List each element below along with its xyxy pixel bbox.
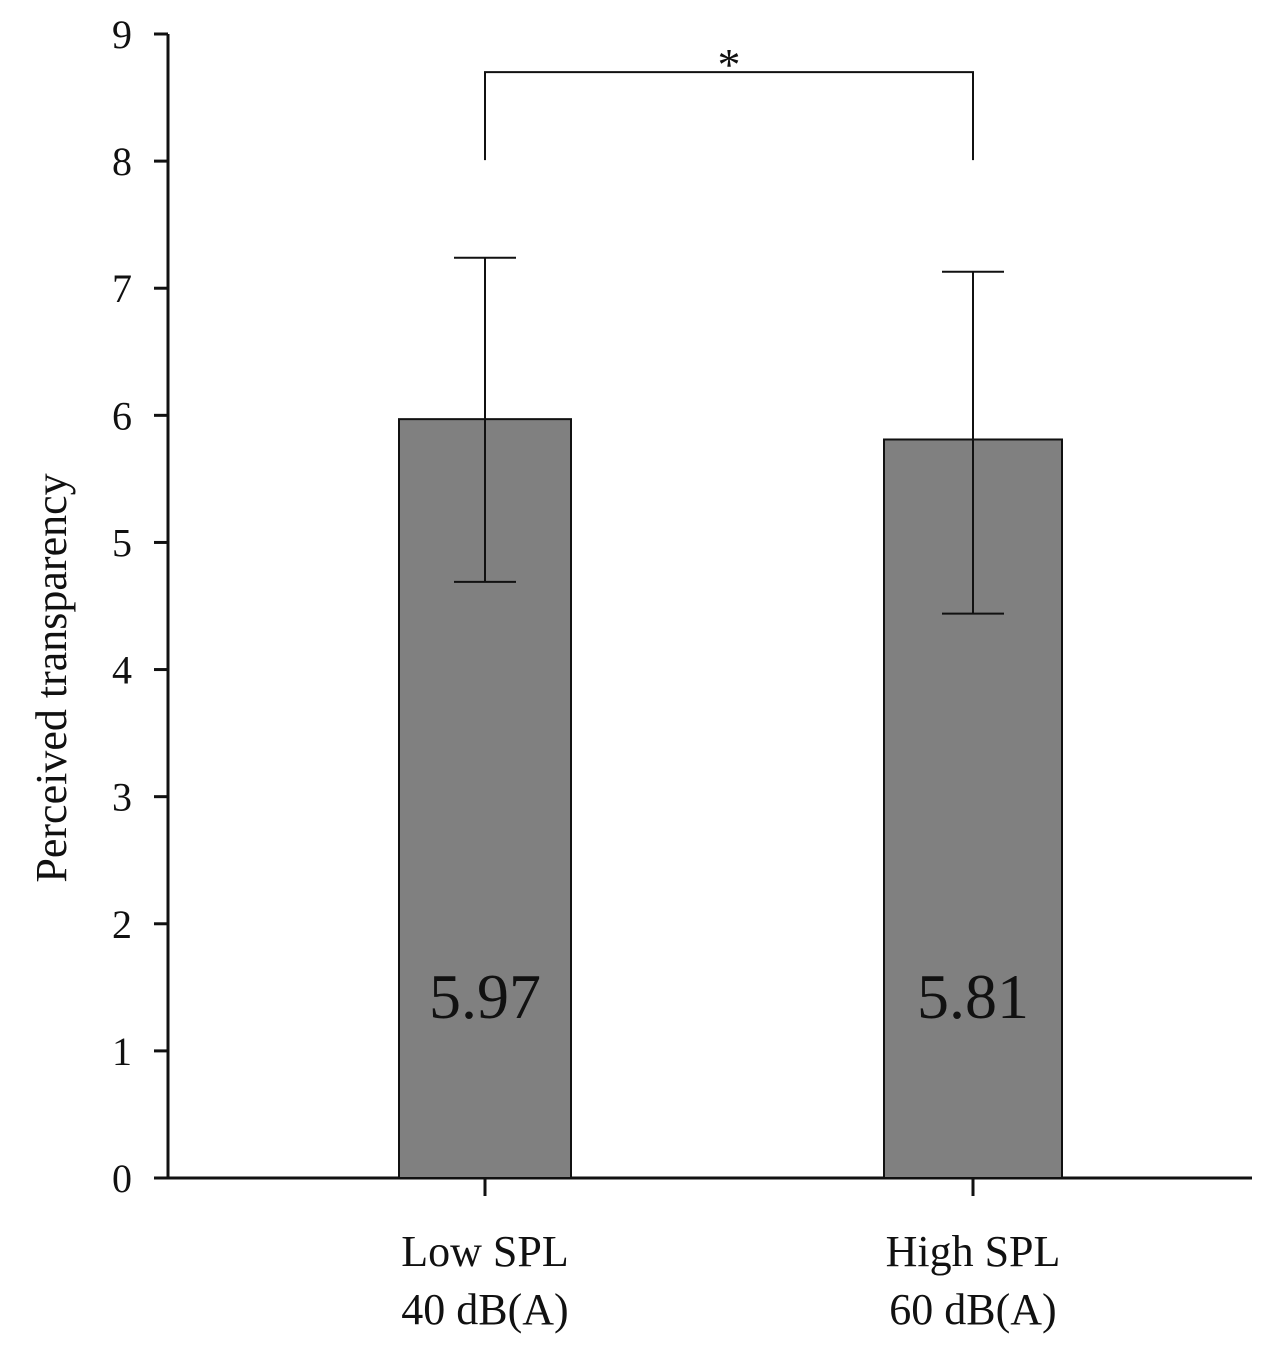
- y-tick-label: 7: [112, 266, 132, 311]
- x-category-sublabel: 40 dB(A): [401, 1285, 568, 1334]
- y-axis-title: Perceived transparency: [27, 473, 76, 882]
- y-tick-label: 5: [112, 520, 132, 565]
- data-label: 5.97: [429, 961, 541, 1032]
- significance-bracket: [484, 71, 974, 161]
- y-tick-label: 1: [112, 1029, 132, 1074]
- x-category-sublabel: 60 dB(A): [889, 1285, 1056, 1334]
- significance-label: *: [718, 39, 741, 90]
- y-tick-label: 8: [112, 139, 132, 184]
- y-tick-label: 6: [112, 393, 132, 438]
- y-tick-label: 9: [112, 12, 132, 57]
- x-category-label: Low SPL: [401, 1227, 568, 1276]
- y-tick-label: 3: [112, 775, 132, 820]
- x-category-label: High SPL: [886, 1227, 1061, 1276]
- y-tick-label: 4: [112, 648, 132, 693]
- y-tick-label: 0: [112, 1156, 132, 1201]
- data-label: 5.81: [917, 961, 1029, 1032]
- y-tick-label: 2: [112, 902, 132, 947]
